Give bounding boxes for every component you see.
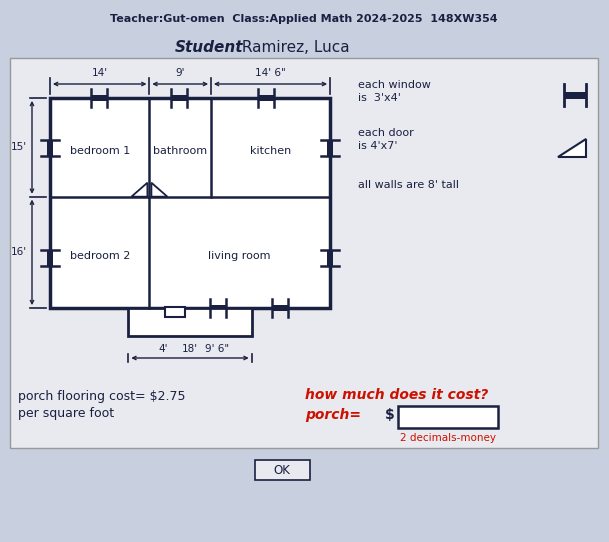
Bar — [47, 250, 53, 266]
Text: 14': 14' — [91, 68, 108, 78]
Text: how much does it cost?: how much does it cost? — [305, 388, 488, 402]
Bar — [564, 92, 586, 99]
Text: kitchen: kitchen — [250, 146, 291, 156]
Text: 18': 18' — [182, 344, 198, 354]
Text: porch=: porch= — [305, 408, 361, 422]
Bar — [398, 406, 498, 428]
Text: $: $ — [385, 408, 395, 422]
FancyBboxPatch shape — [10, 58, 598, 448]
Text: 9' 6": 9' 6" — [205, 344, 229, 354]
Bar — [171, 95, 187, 101]
Text: 16': 16' — [11, 247, 27, 257]
Polygon shape — [558, 139, 586, 157]
Text: living room: living room — [208, 251, 271, 261]
Text: bedroom 1: bedroom 1 — [69, 146, 130, 156]
Bar — [327, 250, 333, 266]
Bar — [327, 140, 333, 157]
Bar — [165, 307, 185, 317]
Text: Student: Student — [175, 40, 244, 55]
Bar — [272, 305, 287, 311]
Text: bedroom 2: bedroom 2 — [69, 251, 130, 261]
Bar — [255, 460, 310, 480]
Bar — [50, 98, 330, 308]
Bar — [210, 305, 226, 311]
Text: is 4'x7': is 4'x7' — [358, 141, 398, 151]
Polygon shape — [152, 183, 167, 197]
Text: each window: each window — [358, 80, 431, 90]
Text: porch flooring cost= $2.75: porch flooring cost= $2.75 — [18, 390, 186, 403]
Polygon shape — [132, 183, 147, 197]
Text: 4': 4' — [158, 344, 167, 354]
Text: each door: each door — [358, 128, 414, 138]
Text: 15': 15' — [11, 143, 27, 152]
Text: Ramirez, Luca: Ramirez, Luca — [237, 40, 350, 55]
Bar — [128, 308, 252, 336]
Text: bathroom: bathroom — [153, 146, 207, 156]
Bar — [47, 140, 53, 157]
Bar — [91, 95, 107, 101]
Text: is  3'x4': is 3'x4' — [358, 93, 401, 103]
Text: OK: OK — [273, 463, 290, 476]
Text: Teacher:Gut-omen  Class:Applied Math 2024-2025  148XW354: Teacher:Gut-omen Class:Applied Math 2024… — [110, 14, 498, 24]
Text: 2 decimals-money: 2 decimals-money — [400, 433, 496, 443]
Text: per square foot: per square foot — [18, 407, 114, 420]
Text: 9': 9' — [175, 68, 185, 78]
Text: 14' 6": 14' 6" — [255, 68, 286, 78]
Text: all walls are 8' tall: all walls are 8' tall — [358, 180, 459, 190]
Bar — [258, 95, 273, 101]
Polygon shape — [157, 308, 172, 323]
